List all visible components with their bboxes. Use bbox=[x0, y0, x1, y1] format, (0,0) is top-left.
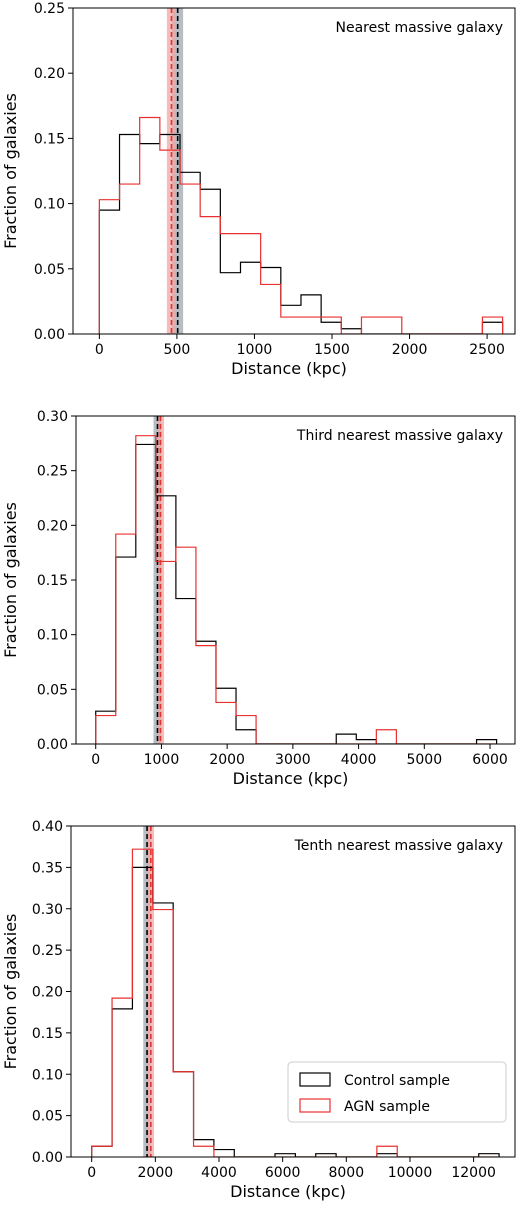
x-tick-label: 2000 bbox=[392, 342, 428, 358]
x-tick-label: 5000 bbox=[406, 752, 442, 768]
x-axis-label: Distance (kpc) bbox=[233, 769, 349, 788]
y-tick-label: 0.10 bbox=[34, 197, 65, 213]
y-tick-label: 0.20 bbox=[37, 518, 68, 534]
plot-area bbox=[95, 416, 498, 744]
x-tick-label: 10000 bbox=[388, 1165, 433, 1181]
x-tick-label: 1000 bbox=[144, 752, 180, 768]
x-tick-label: 6000 bbox=[472, 752, 508, 768]
panel-annotation: Tenth nearest massive galaxy bbox=[294, 838, 503, 854]
y-tick-label: 0.10 bbox=[37, 628, 68, 644]
legend-label: AGN sample bbox=[344, 1099, 430, 1115]
y-axis-label: Fraction of galaxies bbox=[1, 93, 20, 249]
histogram-control-sample bbox=[95, 443, 498, 744]
chart-panel-3: 0 2000 4000 6000 8000 10000 12000 0.00 0.05 0.10 0… bbox=[1, 819, 516, 1201]
histogram-agn-sample bbox=[98, 116, 504, 334]
x-tick-label: 2000 bbox=[138, 1165, 174, 1181]
y-tick-label: 0.15 bbox=[32, 1026, 63, 1042]
x-tick-label: 3000 bbox=[275, 752, 311, 768]
x-tick-label: 6000 bbox=[265, 1165, 301, 1181]
y-tick-label: 0.05 bbox=[37, 682, 68, 698]
x-tick-label: 0 bbox=[91, 752, 100, 768]
axes-frame bbox=[75, 415, 516, 745]
x-axis-label: Distance (kpc) bbox=[231, 359, 347, 378]
y-tick-label: 0.30 bbox=[32, 902, 63, 918]
y-tick-label: 0.00 bbox=[34, 327, 65, 343]
band-control-sample bbox=[143, 826, 151, 1157]
x-tick-label: 12000 bbox=[451, 1165, 496, 1181]
y-tick-label: 0.30 bbox=[37, 409, 68, 425]
x-tick-label: 1000 bbox=[237, 342, 273, 358]
chart-panel-1: 0 500 1000 1500 2000 2500 0.00 0.05 0.10 0.15 0.20… bbox=[1, 1, 516, 378]
chart-panel-2: 0 1000 2000 3000 4000 5000 6000 0.00 0.05 0.10 0.1… bbox=[1, 409, 516, 788]
x-tick-label: 1500 bbox=[314, 342, 350, 358]
y-tick-label: 0.25 bbox=[37, 464, 68, 480]
y-tick-label: 0.20 bbox=[34, 66, 65, 82]
legend-box bbox=[287, 1061, 507, 1123]
x-tick-label: 500 bbox=[164, 342, 191, 358]
x-tick-label: 2500 bbox=[469, 342, 505, 358]
legend-swatch-agn-sample bbox=[299, 1098, 331, 1113]
band-agn-sample bbox=[147, 826, 155, 1157]
panel-annotation: Nearest massive galaxy bbox=[335, 20, 503, 36]
histogram-control-sample bbox=[98, 133, 504, 334]
y-tick-label: 0.00 bbox=[37, 737, 68, 753]
y-tick-label: 0.10 bbox=[32, 1067, 63, 1083]
x-tick-label: 0 bbox=[95, 342, 104, 358]
x-tick-label: 4000 bbox=[341, 752, 377, 768]
x-tick-label: 8000 bbox=[328, 1165, 364, 1181]
legend-swatch-control-sample bbox=[299, 1072, 331, 1087]
axes-frame bbox=[72, 7, 516, 335]
y-tick-label: 0.05 bbox=[32, 1109, 63, 1125]
y-tick-label: 0.15 bbox=[34, 131, 65, 147]
histogram-agn-sample bbox=[95, 435, 497, 744]
plot-area bbox=[98, 8, 504, 334]
x-tick-label: 0 bbox=[87, 1165, 96, 1181]
y-tick-label: 0.20 bbox=[32, 985, 63, 1001]
y-tick-label: 0.00 bbox=[32, 1150, 63, 1166]
histogram-agn-sample bbox=[91, 848, 500, 1157]
legend-label: Control sample bbox=[344, 1073, 450, 1089]
y-tick-label: 0.35 bbox=[32, 860, 63, 876]
y-tick-label: 0.15 bbox=[37, 573, 68, 589]
plot-area bbox=[91, 826, 500, 1157]
y-tick-label: 0.40 bbox=[32, 819, 63, 835]
x-axis-label: Distance (kpc) bbox=[230, 1182, 346, 1201]
y-tick-label: 0.25 bbox=[34, 1, 65, 17]
y-axis-label: Fraction of galaxies bbox=[1, 502, 20, 658]
y-tick-label: 0.05 bbox=[34, 262, 65, 278]
y-tick-label: 0.25 bbox=[32, 943, 63, 959]
legend: Control sample AGN sample bbox=[287, 1061, 507, 1123]
x-tick-label: 2000 bbox=[209, 752, 245, 768]
panel-annotation: Third nearest massive galaxy bbox=[296, 428, 503, 444]
y-axis-label: Fraction of galaxies bbox=[1, 914, 20, 1070]
x-tick-label: 4000 bbox=[201, 1165, 237, 1181]
